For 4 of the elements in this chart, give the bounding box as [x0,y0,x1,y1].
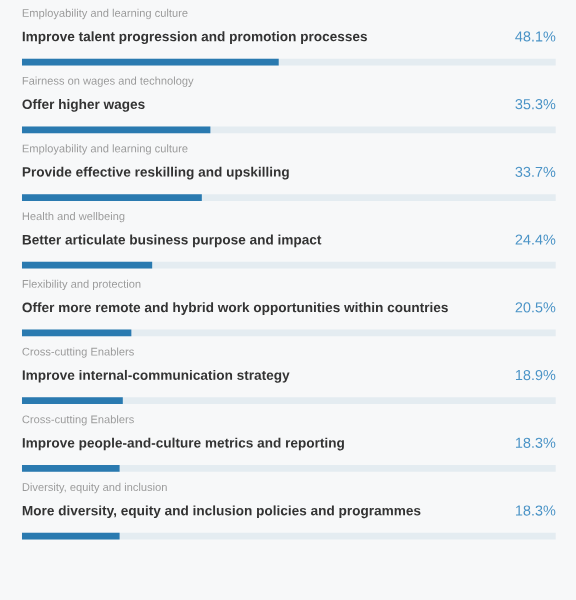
bar [21,397,123,405]
bar [21,532,120,540]
bar [21,261,153,269]
bar [21,465,120,472]
